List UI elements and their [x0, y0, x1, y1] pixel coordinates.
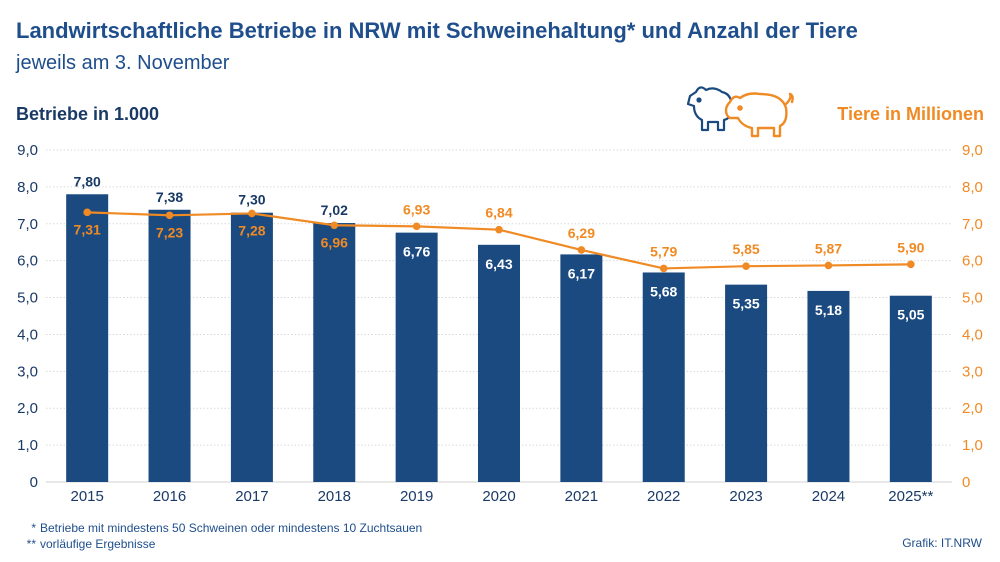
x-tick-label: 2025** — [888, 488, 933, 505]
line-value-label: 5,79 — [650, 243, 677, 259]
bar-value-label: 5,68 — [650, 283, 677, 299]
x-tick-label: 2017 — [235, 488, 268, 505]
y-tick-label-right: 1,0 — [962, 437, 983, 454]
y-tick-label-left: 7,0 — [17, 216, 38, 233]
bar-value-label: 7,30 — [238, 192, 265, 208]
chart-title: Landwirtschaftliche Betriebe in NRW mit … — [16, 18, 858, 43]
bar — [395, 232, 438, 482]
bar — [807, 290, 850, 482]
line-value-label: 6,93 — [403, 201, 430, 217]
chart-subtitle: jeweils am 3. November — [16, 52, 230, 74]
x-tick-label: 2019 — [400, 488, 433, 505]
line-value-label: 6,84 — [485, 205, 512, 221]
line-value-label: 5,85 — [732, 241, 759, 257]
bar-value-label: 6,43 — [485, 256, 512, 272]
bar — [313, 223, 356, 483]
bar-value-label: 5,05 — [897, 307, 924, 323]
y-tick-label-left: 9,0 — [17, 142, 38, 159]
footnote-1: * Betriebe mit mindestens 50 Schweinen od… — [14, 520, 422, 536]
bar — [478, 244, 520, 482]
bar-value-label: 5,35 — [732, 296, 759, 312]
bar-value-label: 7,80 — [74, 173, 101, 189]
line-point — [165, 211, 174, 220]
footnote-text: vorläufige Ergebnisse — [40, 537, 156, 551]
bar-value-label: 7,38 — [156, 189, 183, 205]
footnote-text: Betriebe mit mindestens 50 Schweinen ode… — [40, 521, 423, 535]
footnote-mark: * — [31, 521, 36, 535]
bar — [725, 284, 768, 482]
y-tick-label-right: 3,0 — [962, 363, 983, 380]
y-tick-label-right: 0 — [962, 474, 970, 491]
line-value-label: 5,90 — [897, 239, 924, 255]
line-point — [907, 260, 915, 269]
line-value-label: 6,29 — [568, 225, 595, 241]
y-tick-label-left: 6,0 — [17, 253, 38, 270]
bar-value-label: 6,17 — [568, 265, 595, 281]
y-tick-label-right: 6,0 — [962, 253, 983, 270]
bar — [889, 295, 932, 482]
x-tick-label: 2024 — [812, 488, 845, 505]
y-tick-label-right: 2,0 — [962, 400, 983, 417]
line-point — [495, 225, 503, 234]
line-point — [742, 262, 750, 271]
x-tick-label: 2022 — [647, 488, 680, 505]
bar — [66, 194, 109, 482]
y-axis-label-right: Tiere in Millionen — [837, 104, 984, 124]
x-tick-label: 2020 — [482, 488, 515, 505]
line-point — [577, 246, 586, 254]
line-point — [330, 221, 339, 230]
footnotes: * Betriebe mit mindestens 50 Schweinen od… — [14, 520, 423, 552]
bar — [642, 272, 685, 482]
source-credit: Grafik: IT.NRW — [902, 536, 982, 550]
y-tick-label-left: 2,0 — [17, 400, 38, 417]
x-tick-label: 2015 — [70, 488, 103, 505]
y-tick-label-left: 0 — [30, 474, 38, 491]
line-value-label: 6,96 — [321, 234, 348, 250]
bar — [230, 212, 273, 482]
y-tick-label-left: 5,0 — [17, 290, 38, 307]
x-tick-label: 2016 — [153, 488, 186, 505]
line-point — [412, 222, 421, 231]
bar-value-label: 7,02 — [321, 202, 348, 218]
line-value-label: 5,87 — [815, 240, 842, 256]
y-tick-label-left: 4,0 — [17, 326, 38, 343]
y-tick-label-left: 3,0 — [17, 363, 38, 380]
line-point — [83, 208, 91, 217]
y-tick-label-right: 9,0 — [962, 142, 983, 159]
y-tick-label-right: 5,0 — [962, 290, 983, 307]
bar — [148, 209, 191, 482]
y-tick-label-right: 8,0 — [962, 179, 983, 196]
y-tick-label-left: 8,0 — [17, 179, 38, 196]
line-point — [824, 261, 833, 270]
footnote-2: ** vorläufige Ergebnisse — [14, 536, 422, 552]
footnote-mark: ** — [26, 537, 36, 551]
line-value-label: 7,31 — [74, 221, 101, 237]
line-value-label: 7,28 — [238, 222, 265, 238]
pig-icon — [686, 86, 794, 138]
bar-value-label: 6,76 — [403, 244, 430, 260]
line-point — [659, 264, 668, 273]
line-value-label: 7,23 — [156, 224, 183, 240]
y-tick-label-right: 4,0 — [962, 326, 983, 343]
bar — [560, 254, 603, 482]
bar-value-label: 5,18 — [815, 302, 842, 318]
x-tick-label: 2021 — [565, 488, 598, 505]
line-point — [248, 209, 256, 218]
x-tick-label: 2018 — [318, 488, 351, 505]
x-tick-label: 2023 — [729, 488, 762, 505]
y-axis-label-left: Betriebe in 1.000 — [16, 104, 160, 124]
y-tick-label-right: 7,0 — [962, 216, 983, 233]
y-tick-label-left: 1,0 — [17, 437, 38, 454]
